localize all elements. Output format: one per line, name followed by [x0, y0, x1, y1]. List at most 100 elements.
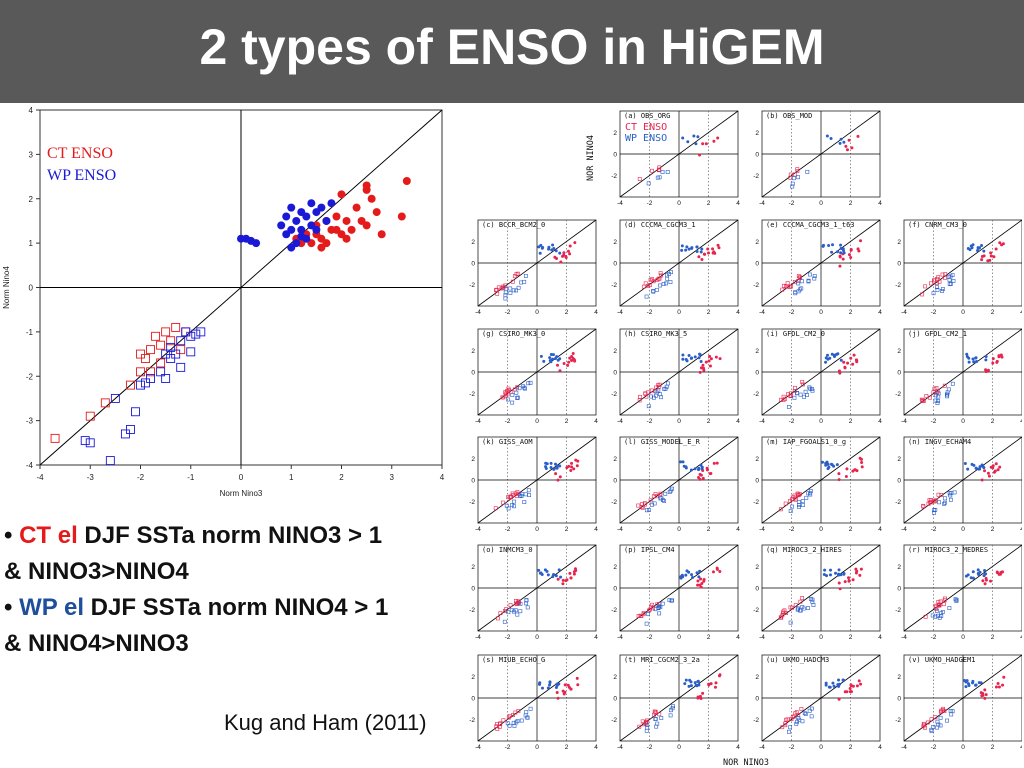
- panel-x-tick-label: -2: [789, 634, 795, 641]
- data-point: [136, 380, 145, 390]
- panel-y-tick-label: 2: [755, 130, 759, 137]
- panel-point: [646, 181, 651, 186]
- panel-x-tick-label: 2: [565, 526, 569, 533]
- panel-x-tick-label: 0: [535, 744, 539, 751]
- panel-point: [993, 469, 997, 473]
- panel-point: [796, 175, 800, 180]
- panel-point: [797, 505, 802, 509]
- panel-point: [935, 401, 940, 405]
- panel-x-tick-label: 0: [535, 634, 539, 641]
- panel-point: [697, 468, 701, 472]
- panel-point: [647, 607, 652, 612]
- panel-point: [994, 462, 998, 466]
- panel-point: [494, 288, 498, 293]
- panel-point: [943, 272, 948, 277]
- panel-point: [806, 278, 811, 283]
- panel-x-tick-label: -4: [617, 526, 623, 533]
- panel-point: [943, 500, 947, 505]
- panel-point: [652, 709, 657, 714]
- panel-point: [525, 715, 530, 720]
- panel-point: [700, 581, 704, 585]
- panel-point: [786, 392, 790, 397]
- panel-point: [829, 136, 833, 140]
- panel-point: [847, 138, 851, 142]
- panel-point: [792, 493, 797, 498]
- panel-point: [572, 572, 576, 576]
- panel-point: [522, 500, 527, 504]
- panel-point: [640, 505, 645, 510]
- panel-point: [948, 493, 953, 498]
- panel-x-tick-label: -4: [617, 744, 623, 751]
- panel-x-tick-label: 0: [961, 418, 965, 425]
- panel-x-tick-label: 0: [819, 418, 823, 425]
- panel-y-tick-label: 2: [755, 674, 759, 681]
- panel-point: [793, 497, 798, 502]
- panel-x-tick-label: -2: [931, 309, 937, 316]
- panel-point: [636, 614, 641, 618]
- panel-point: [637, 398, 642, 403]
- panel-point: [561, 582, 565, 586]
- panel-point: [839, 358, 843, 362]
- panel-y-tick-label: 2: [897, 674, 901, 681]
- panel-point: [788, 509, 793, 513]
- panel-point: [823, 568, 827, 572]
- panel-y-tick-label: -2: [753, 391, 759, 398]
- panel-point: [658, 392, 662, 397]
- panel-point: [551, 243, 555, 247]
- panel-point: [926, 501, 931, 506]
- panel-point: [661, 282, 666, 286]
- panel-point: [680, 244, 684, 248]
- panel-point: [681, 353, 685, 357]
- panel-point: [995, 571, 999, 575]
- panel-point: [825, 574, 829, 578]
- panel-point: [848, 690, 852, 694]
- panel-label: (i) GFDL_CM2_0: [766, 330, 825, 338]
- panel-point: [982, 466, 986, 470]
- panel-point: [844, 475, 848, 479]
- panel-point: [796, 289, 801, 294]
- panel-point: [554, 472, 558, 476]
- panel-label: (n) INGV_ECHAM4: [908, 438, 971, 446]
- panel-x-tick-label: -4: [617, 634, 623, 641]
- panel-y-tick-label: -2: [895, 391, 901, 398]
- panel-x-tick-label: -4: [617, 200, 623, 207]
- panel-point: [670, 706, 675, 711]
- panel-point: [576, 683, 580, 687]
- panel-y-tick-label: 0: [755, 696, 759, 703]
- panel-point: [500, 500, 505, 505]
- panel-x-tick-label: 2: [565, 744, 569, 751]
- panel-point: [504, 391, 509, 396]
- panel-point: [704, 142, 708, 146]
- panel-point: [792, 176, 796, 181]
- panel-point: [982, 574, 986, 578]
- panel-point: [983, 696, 987, 700]
- panel-point: [923, 284, 928, 289]
- panel-point: [798, 599, 803, 604]
- panel-point: [510, 491, 515, 496]
- panel-point: [983, 582, 987, 586]
- panel-point: [654, 385, 659, 390]
- panel-point: [807, 708, 812, 713]
- panel-y-tick-label: 2: [897, 456, 901, 463]
- panel-point: [549, 461, 553, 465]
- panel-point: [693, 681, 697, 685]
- panel-point: [790, 181, 795, 186]
- panel-x-tick-label: 2: [707, 309, 711, 316]
- panel-point: [984, 576, 988, 580]
- panel-point: [989, 579, 993, 583]
- panel-point: [554, 574, 558, 578]
- y-tick-label: -1: [26, 328, 34, 337]
- data-point: [277, 221, 286, 230]
- panel-point: [782, 283, 786, 288]
- panel-point: [698, 370, 702, 374]
- panel-point: [788, 499, 792, 503]
- data-point: [191, 329, 201, 339]
- panel-point: [561, 689, 565, 693]
- panel-point: [954, 599, 959, 603]
- data-point: [327, 199, 336, 208]
- panel-point: [940, 288, 944, 293]
- panel-point: [928, 395, 932, 400]
- panel-point: [964, 685, 968, 689]
- panel-point: [935, 613, 940, 618]
- panel-x-tick-label: 4: [878, 309, 882, 316]
